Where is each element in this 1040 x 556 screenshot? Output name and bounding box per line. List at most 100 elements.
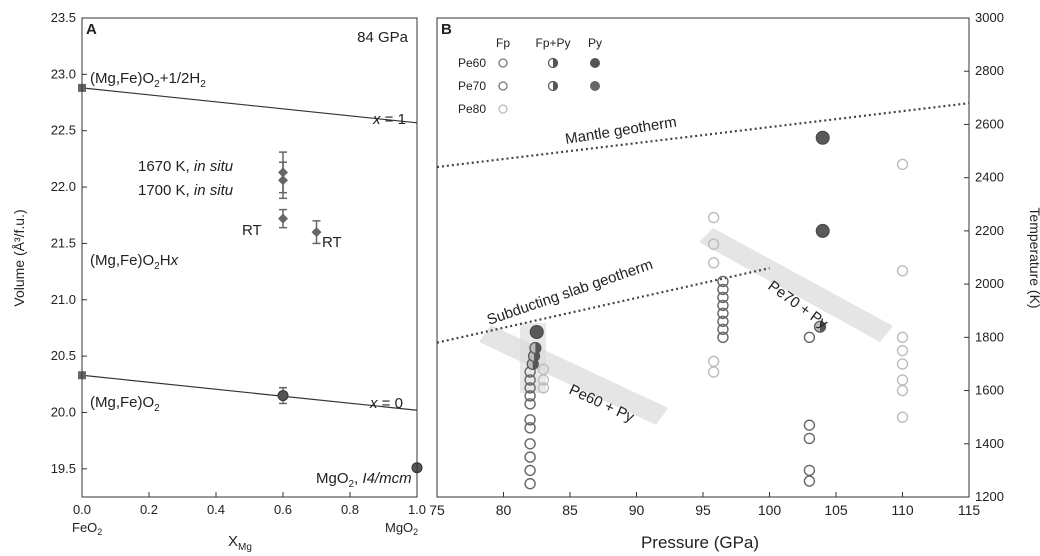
panel-a-y-tick-label: 23.0	[51, 66, 76, 81]
panel-a: 0.0 0.2 0.4 0.6 0.8 1.0 19.5 20.0 20.5 21.0 21.5 22…	[11, 10, 426, 553]
panel-b-y-tick-label: 1200	[975, 489, 1004, 504]
panel-b-y-tick-label: 3000	[975, 10, 1004, 25]
legend-row-pe70: Pe70	[458, 79, 486, 93]
panel-b-x-axis-title: Pressure (GPa)	[641, 533, 759, 552]
data-point-fp	[524, 464, 536, 477]
data-point-fp	[803, 331, 816, 344]
label-feo2-end: FeO2	[72, 520, 102, 537]
panel-b-y-tick-label: 1800	[975, 329, 1004, 344]
data-point-fp	[896, 331, 909, 344]
data-point-fp	[803, 419, 816, 431]
panel-a-y-tick-label: 22.5	[51, 123, 76, 138]
data-point-fp	[717, 315, 729, 328]
panel-a-y-tick-label: 22.0	[51, 179, 76, 194]
data-point-fp	[524, 382, 536, 394]
data-point-fp	[896, 384, 909, 397]
data-point-py	[529, 325, 544, 340]
panel-b-x-tick-label: 90	[629, 502, 645, 518]
data-point-fp	[717, 323, 729, 336]
panel-a-x-tick-label: 0.4	[207, 502, 225, 517]
data-point-fp	[524, 374, 536, 386]
label-mantle-geotherm: Mantle geotherm	[564, 114, 678, 148]
panel-a-x-tick-label: 0.2	[140, 502, 158, 517]
panel-b-y-tick-label: 1600	[975, 383, 1004, 398]
panel-a-pressure-annotation: 84 GPa	[357, 29, 409, 46]
legend-col-fp: Fp	[496, 36, 510, 50]
panel-a-y-tick-label: 23.5	[51, 10, 76, 25]
label-subducting-slab-geotherm: Subducting slab geotherm	[485, 256, 655, 329]
data-point-fp	[707, 257, 720, 269]
data-point-fp	[537, 363, 550, 375]
panel-a-data-points	[78, 83, 423, 474]
label-1670k-in-situ: 1670 K, in situ	[138, 158, 234, 175]
data-point-fp	[707, 238, 720, 250]
panel-b-x-tick-label: 80	[496, 502, 512, 518]
panel-a-x-axis-title: XMg	[228, 533, 252, 553]
panel-a-x-tick-label: 0.8	[341, 502, 359, 517]
panel-a-x-tick-label: 0.6	[274, 502, 292, 517]
data-point-fp	[707, 211, 720, 224]
label-fe: (Mg,Fe)O2	[90, 394, 160, 414]
legend-marker-pe60-fp	[498, 58, 508, 68]
panel-b-x-tick-label: 85	[562, 502, 578, 518]
data-point-fp-py-half	[535, 342, 541, 354]
data-point-fp	[524, 390, 536, 402]
panel-b-geotherms	[436, 102, 970, 344]
panel-b-y-tick-label: 2400	[975, 170, 1004, 185]
data-point-fp	[537, 382, 550, 394]
panel-a-y-tick-label: 20.0	[51, 404, 76, 419]
band-pe60-py	[479, 325, 668, 425]
panel-a-y-tick-label: 21.0	[51, 292, 76, 307]
phase-boundary-bands	[479, 228, 893, 425]
label-mgo2-end: MgO2	[385, 520, 418, 537]
label-x-equals-0: x = 0	[369, 395, 403, 412]
legend-marker-pe70-py	[590, 81, 600, 91]
data-point-fp	[717, 283, 729, 296]
panel-b-x-tick-label: 75	[429, 502, 445, 518]
panel-b-data-points	[524, 130, 909, 490]
data-point-fp	[896, 358, 909, 370]
legend-col-py: Py	[588, 36, 602, 50]
legend-col-fp-py: Fp+Py	[535, 36, 570, 50]
data-point-diamond	[278, 213, 288, 224]
panel-a-x-tick-label: 0.0	[73, 502, 91, 517]
data-point-fp	[524, 438, 536, 450]
panel-a-ticks: 0.0 0.2 0.4 0.6 0.8 1.0 19.5 20.0 20.5 21.0 21.5 22…	[51, 10, 426, 517]
label-rt-1: RT	[242, 222, 262, 239]
data-point-fp	[896, 411, 909, 423]
panel-b-x-tick-label: 100	[758, 502, 782, 518]
data-point-circle	[277, 390, 289, 402]
panel-b-frame	[436, 17, 970, 498]
panel-a-y-axis-title: Volume (Å³/f.u.)	[11, 209, 27, 306]
label-hx: (Mg,Fe)O2Hx	[90, 252, 179, 272]
panel-b-letter: B	[441, 21, 452, 38]
fit-line	[81, 374, 418, 411]
panel-b-y-axis-title: Temperature (K)	[1027, 207, 1040, 308]
panel-a-y-tick-label: 21.5	[51, 235, 76, 250]
data-point-fp	[896, 374, 909, 386]
panel-b-x-tick-label: 115	[958, 502, 981, 518]
panel-a-y-tick-label: 19.5	[51, 461, 76, 476]
legend-marker-pe70-fp	[498, 81, 508, 91]
data-point-fp	[803, 475, 816, 487]
panel-a-x-tick-label: 1.0	[408, 502, 426, 517]
label-fe-h: (Mg,Fe)O2+1/2H2	[90, 70, 206, 90]
data-point-fp	[717, 291, 729, 304]
data-point-fp	[803, 432, 816, 445]
panel-b-x-tick-label: 110	[891, 502, 914, 518]
data-point-fp	[524, 414, 536, 426]
panel-b-y-tick-label: 2200	[975, 223, 1004, 238]
legend-marker-pe70-fppy-half	[553, 81, 558, 91]
legend-marker-pe60-py	[590, 58, 600, 68]
data-point-fp	[896, 344, 909, 357]
label-mgo2-i4mcm: MgO2, I4/mcm	[316, 470, 412, 490]
data-point-fp	[896, 158, 909, 171]
panel-b-y-tick-label: 2800	[975, 63, 1004, 78]
data-point-fp	[896, 265, 909, 277]
panel-a-y-tick-label: 20.5	[51, 348, 76, 363]
geotherm-line	[436, 267, 770, 344]
data-point-fp	[803, 464, 816, 477]
